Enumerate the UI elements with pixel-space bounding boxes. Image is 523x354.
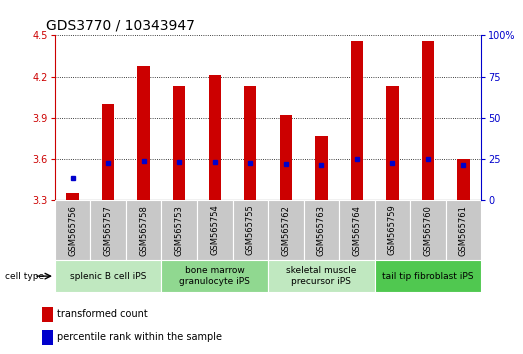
Bar xyxy=(339,200,374,260)
Bar xyxy=(233,200,268,260)
Text: cell type: cell type xyxy=(5,272,44,281)
Bar xyxy=(303,200,339,260)
Text: GSM565756: GSM565756 xyxy=(68,205,77,256)
Text: GDS3770 / 10343947: GDS3770 / 10343947 xyxy=(47,19,195,33)
Text: tail tip fibroblast iPS: tail tip fibroblast iPS xyxy=(382,272,474,281)
Bar xyxy=(102,104,115,200)
Bar xyxy=(457,159,470,200)
Text: GSM565761: GSM565761 xyxy=(459,205,468,256)
Bar xyxy=(280,115,292,200)
Text: percentile rank within the sample: percentile rank within the sample xyxy=(58,332,222,342)
Bar xyxy=(315,136,327,200)
Bar xyxy=(446,200,481,260)
Bar xyxy=(55,200,90,260)
Bar xyxy=(244,86,256,200)
Text: GSM565764: GSM565764 xyxy=(353,205,361,256)
Bar xyxy=(66,193,79,200)
Text: splenic B cell iPS: splenic B cell iPS xyxy=(70,272,146,281)
Bar xyxy=(126,200,162,260)
Bar xyxy=(422,41,434,200)
Bar xyxy=(268,260,374,292)
Bar xyxy=(162,200,197,260)
Text: GSM565758: GSM565758 xyxy=(139,205,148,256)
Text: GSM565762: GSM565762 xyxy=(281,205,290,256)
Bar xyxy=(90,200,126,260)
Bar xyxy=(268,200,303,260)
Text: skeletal muscle
precursor iPS: skeletal muscle precursor iPS xyxy=(286,267,357,286)
Bar xyxy=(374,260,481,292)
Bar xyxy=(138,65,150,200)
Text: GSM565755: GSM565755 xyxy=(246,205,255,256)
Text: GSM565760: GSM565760 xyxy=(424,205,433,256)
Bar xyxy=(42,307,53,322)
Bar xyxy=(173,86,186,200)
Bar xyxy=(55,260,162,292)
Text: bone marrow
granulocyte iPS: bone marrow granulocyte iPS xyxy=(179,267,250,286)
Text: GSM565759: GSM565759 xyxy=(388,205,397,256)
Text: GSM565754: GSM565754 xyxy=(210,205,219,256)
Bar xyxy=(350,41,363,200)
Text: transformed count: transformed count xyxy=(58,309,148,319)
Bar xyxy=(42,330,53,344)
Bar xyxy=(386,86,399,200)
Text: GSM565753: GSM565753 xyxy=(175,205,184,256)
Text: GSM565763: GSM565763 xyxy=(317,205,326,256)
Text: GSM565757: GSM565757 xyxy=(104,205,112,256)
Bar xyxy=(162,260,268,292)
Bar xyxy=(209,75,221,200)
Bar xyxy=(197,200,233,260)
Bar xyxy=(410,200,446,260)
Bar xyxy=(374,200,410,260)
